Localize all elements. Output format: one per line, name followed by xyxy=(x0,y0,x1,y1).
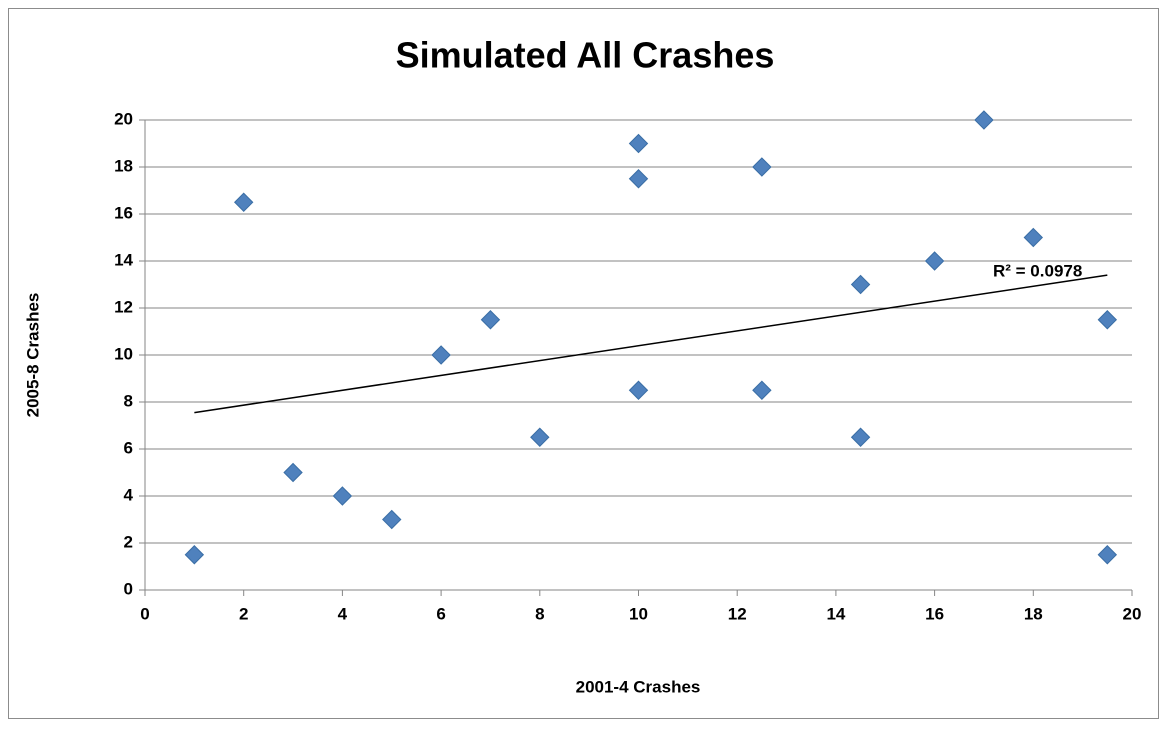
trendline xyxy=(194,274,1108,414)
x-tick-label: 12 xyxy=(728,604,747,623)
y-tick-label: 8 xyxy=(124,391,133,410)
x-tick-label: 18 xyxy=(1024,604,1043,623)
x-tick-label: 2 xyxy=(239,604,248,623)
y-tick-label: 0 xyxy=(124,579,133,598)
marker xyxy=(628,380,649,400)
x-tick-label: 20 xyxy=(1123,604,1142,623)
y-tick-label: 14 xyxy=(114,250,133,269)
marker xyxy=(530,427,550,447)
x-tick-label: 10 xyxy=(629,604,648,623)
y-tick-label: 18 xyxy=(114,156,133,175)
trendline-label: R² = 0.0978 xyxy=(993,262,1082,281)
marker xyxy=(480,310,501,330)
marker xyxy=(752,380,772,400)
marker xyxy=(850,274,871,295)
marker xyxy=(628,169,649,189)
marker xyxy=(850,427,871,447)
marker xyxy=(332,486,353,506)
x-tick-label: 6 xyxy=(436,604,445,623)
marker xyxy=(283,462,303,483)
y-tick-label: 20 xyxy=(114,109,133,128)
y-tick-label: 12 xyxy=(114,297,133,316)
marker xyxy=(431,345,451,365)
marker xyxy=(1097,545,1118,565)
x-tick-label: 0 xyxy=(140,604,149,623)
marker xyxy=(233,192,254,212)
chart-frame xyxy=(8,8,1159,719)
x-tick-label: 16 xyxy=(925,604,944,623)
y-tick-label: 16 xyxy=(114,203,133,222)
marker xyxy=(1023,227,1044,248)
y-tick-label: 10 xyxy=(114,344,133,363)
marker xyxy=(628,133,649,154)
marker xyxy=(974,110,994,130)
y-axis-title: 2005-8 Crashes xyxy=(23,293,42,418)
marker xyxy=(752,157,772,177)
marker xyxy=(924,251,945,271)
y-tick-label: 2 xyxy=(124,532,133,551)
marker xyxy=(382,509,402,530)
marker xyxy=(184,545,205,565)
chart-title: Simulated All Crashes xyxy=(396,35,775,76)
x-tick-label: 4 xyxy=(338,604,348,623)
y-tick-label: 4 xyxy=(124,485,134,504)
x-axis-title: 2001-4 Crashes xyxy=(576,677,701,696)
x-tick-label: 14 xyxy=(826,604,845,623)
marker xyxy=(1097,310,1118,330)
y-tick-label: 6 xyxy=(124,438,133,457)
x-tick-label: 8 xyxy=(535,604,544,623)
